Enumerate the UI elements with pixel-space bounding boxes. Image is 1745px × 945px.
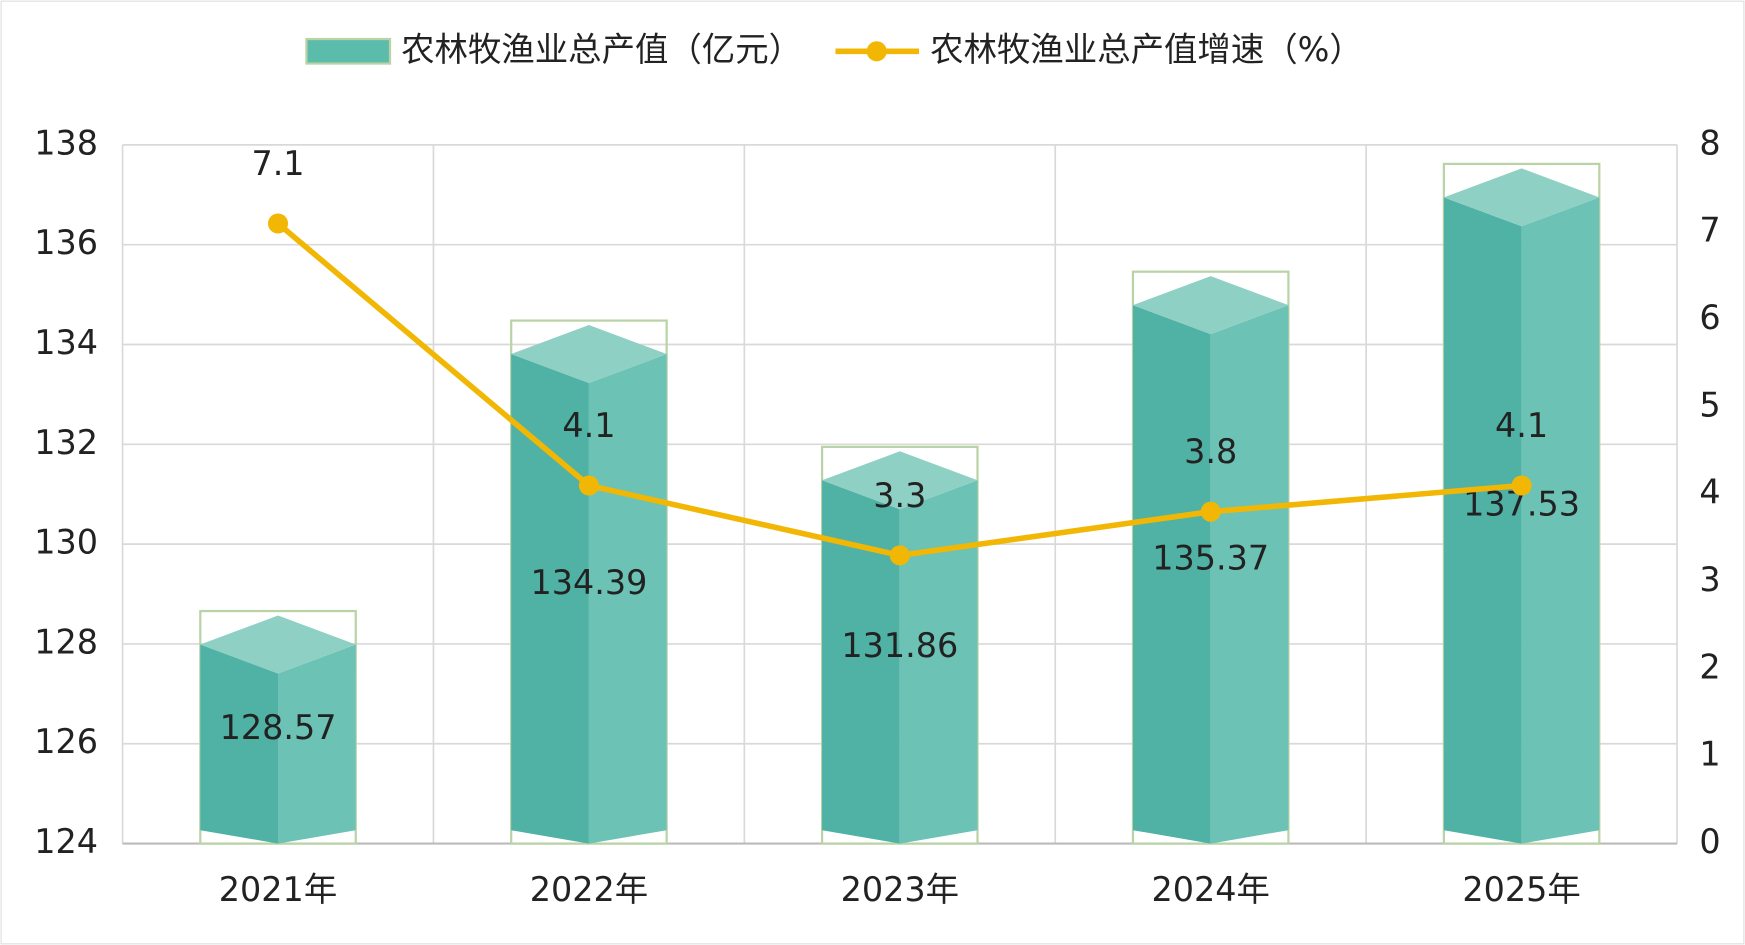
y2-tick-label: 1 [1699,735,1720,774]
bar [510,319,668,845]
y2-tick-label: 7 [1699,211,1720,250]
bar-top-face [1132,276,1289,335]
line-point [1511,475,1532,496]
y-tick-label: 138 [34,123,98,162]
bar-left-face [1443,197,1522,844]
y2-tick-label: 2 [1699,647,1720,686]
x-tick-label: 2025年 [1462,870,1580,909]
line-value-label: 3.8 [1184,432,1237,471]
y-tick-label: 126 [34,722,98,761]
bar-value-label: 135.37 [1152,538,1269,577]
x-tick-label: 2022年 [530,870,648,909]
legend-label: 农林牧渔业总产值（亿元） [401,30,802,69]
y2-tick-label: 4 [1699,473,1720,512]
bar-left-face [200,644,279,844]
line-point [1200,501,1221,522]
bar-top-face [822,451,978,510]
y-tick-label: 130 [34,523,98,562]
bar-value-label: 128.57 [220,708,337,747]
y2-tick-label: 0 [1699,822,1720,861]
bar-left-face [511,354,589,844]
y-tick-label: 134 [34,323,98,362]
line-value-label: 4.1 [562,406,615,445]
bar-value-label: 131.86 [841,626,958,665]
line-point [578,475,599,496]
line-point [889,545,910,566]
bar-right-face [899,480,978,844]
y-tick-label: 136 [34,223,98,262]
line-value-label: 3.3 [873,476,926,515]
bar [199,609,357,845]
x-tick-label: 2023年 [841,870,959,909]
legend-swatch-dot [866,41,887,62]
line-value-label: 4.1 [1495,406,1548,445]
x-tick-label: 2024年 [1151,870,1269,909]
bar-value-label: 134.39 [530,563,647,602]
y2-tick-label: 6 [1699,298,1720,337]
bar [1131,270,1290,845]
y-tick-label: 132 [34,423,98,462]
legend-swatch [305,37,392,65]
bar-left-face [822,480,900,844]
bar-top-face [200,615,356,674]
bar-left-face [1132,305,1211,844]
bar-right-face [588,354,667,844]
y2-tick-label: 8 [1699,123,1720,162]
bar-right-face [1521,197,1600,844]
legend-label: 农林牧渔业总产值增速（%） [930,30,1363,69]
y2-tick-label: 3 [1699,560,1720,599]
y-tick-label: 124 [34,822,98,861]
bar-right-face [1210,305,1289,844]
y2-tick-label: 5 [1699,385,1720,424]
line-point [267,213,289,234]
y-tick-label: 128 [34,622,98,661]
bar-top-face [511,325,667,383]
bar [820,445,979,845]
line-value-label: 7.1 [251,144,304,183]
bar-right-face [278,644,356,844]
x-tick-label: 2021年 [219,870,337,909]
